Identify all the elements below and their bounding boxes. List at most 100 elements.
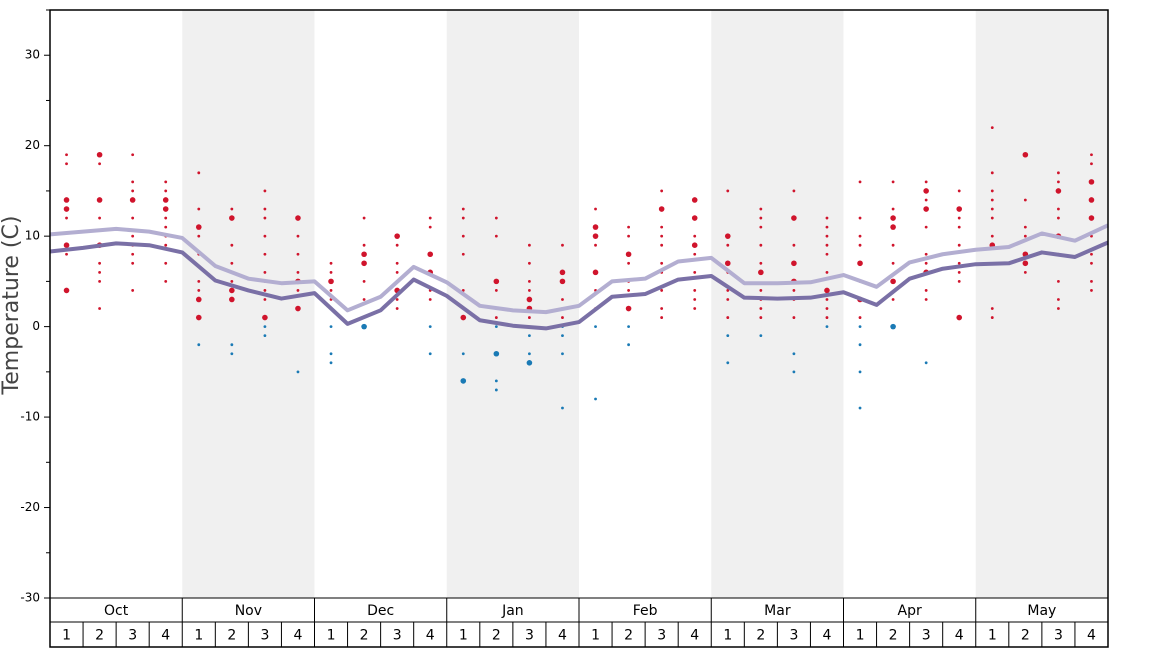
temperature-dot bbox=[924, 298, 928, 301]
temperature-dot bbox=[957, 189, 961, 193]
week-label: 1 bbox=[723, 628, 732, 644]
temperature-dot bbox=[1055, 188, 1062, 194]
temperature-dot bbox=[625, 251, 632, 258]
temperature-dot bbox=[693, 307, 697, 310]
temperature-dot bbox=[1090, 261, 1093, 265]
temperature-dot bbox=[660, 189, 664, 193]
week-label: 1 bbox=[856, 628, 865, 644]
temperature-dot bbox=[594, 325, 597, 329]
temperature-dot bbox=[63, 197, 70, 203]
temperature-dot bbox=[625, 305, 632, 312]
y-tick-label: -10 bbox=[20, 410, 40, 424]
temperature-dot bbox=[263, 252, 267, 256]
temperature-dot bbox=[164, 261, 168, 265]
temperature-dot bbox=[395, 261, 399, 265]
temperature-dot bbox=[594, 397, 597, 401]
week-label: 1 bbox=[591, 628, 600, 644]
temperature-dot bbox=[891, 207, 895, 211]
temperature-dot bbox=[197, 207, 201, 211]
temperature-dot bbox=[792, 289, 796, 292]
temperature-dot bbox=[98, 279, 101, 283]
temperature-dot bbox=[693, 252, 697, 256]
temperature-dot bbox=[825, 252, 829, 256]
temperature-dot bbox=[329, 261, 333, 265]
month-label: Feb bbox=[633, 603, 658, 619]
temperature-dot bbox=[329, 352, 333, 356]
temperature-dot bbox=[428, 352, 432, 356]
temperature-dot bbox=[825, 243, 829, 247]
temperature-dot bbox=[1090, 162, 1093, 166]
week-label: 1 bbox=[459, 628, 468, 644]
temperature-dot bbox=[660, 316, 664, 319]
month-shade bbox=[446, 10, 579, 598]
temperature-line bbox=[49, 223, 1109, 315]
temperature-dot bbox=[230, 207, 234, 211]
temperature-dot bbox=[759, 225, 763, 229]
temperature-dot bbox=[164, 279, 168, 283]
temperature-dot bbox=[1057, 279, 1060, 283]
month-label: Dec bbox=[367, 603, 394, 619]
temperature-dot bbox=[759, 334, 763, 338]
temperature-dot bbox=[131, 216, 135, 220]
temperature-dot bbox=[891, 261, 895, 265]
temperature-dot bbox=[63, 287, 70, 294]
temperature-dot bbox=[494, 289, 498, 292]
temperature-dot bbox=[362, 279, 366, 283]
temperature-dot bbox=[858, 325, 862, 329]
temperature-dot bbox=[891, 243, 895, 247]
temperature-dot bbox=[990, 216, 994, 220]
week-label: 3 bbox=[1054, 628, 1063, 644]
temperature-dot bbox=[726, 289, 730, 292]
temperature-dot bbox=[627, 225, 630, 229]
temperature-dot bbox=[263, 189, 267, 193]
temperature-dot bbox=[65, 162, 68, 166]
temperature-dot bbox=[956, 314, 963, 321]
temperature-dot bbox=[63, 242, 70, 248]
temperature-dot bbox=[131, 180, 135, 184]
temperature-dot bbox=[528, 289, 531, 292]
week-label: 4 bbox=[690, 628, 699, 644]
month-label: Oct bbox=[104, 603, 129, 619]
week-label: 3 bbox=[789, 628, 798, 644]
temperature-dot bbox=[528, 261, 531, 265]
temperature-dot bbox=[759, 307, 763, 310]
temperature-dot bbox=[296, 234, 300, 238]
temperature-dot bbox=[957, 225, 961, 229]
temperature-dot bbox=[96, 151, 103, 158]
temperature-dot bbox=[428, 325, 432, 329]
temperature-dot bbox=[660, 307, 664, 310]
temperature-dot bbox=[957, 261, 961, 265]
temperature-dot bbox=[726, 361, 730, 365]
temperature-dot bbox=[428, 225, 432, 229]
temperature-dot bbox=[1090, 153, 1093, 157]
temperature-dot bbox=[328, 278, 334, 285]
temperature-dot bbox=[296, 270, 300, 274]
temperature-dot bbox=[1057, 216, 1060, 220]
temperature-dot bbox=[98, 261, 101, 265]
temperature-dot bbox=[956, 206, 963, 212]
week-label: 2 bbox=[1021, 628, 1030, 644]
temperature-dot bbox=[1022, 151, 1029, 158]
temperature-dot bbox=[263, 298, 267, 301]
temperature-dot bbox=[395, 243, 399, 247]
temperature-dot bbox=[825, 270, 829, 274]
temperature-dot bbox=[627, 289, 630, 292]
month-shade bbox=[711, 10, 844, 598]
temperature-dot bbox=[65, 252, 68, 256]
temperature-dot bbox=[825, 325, 829, 329]
temperature-dot bbox=[461, 352, 465, 356]
temperature-dot bbox=[98, 162, 101, 166]
temperature-dot bbox=[295, 215, 301, 221]
week-label: 2 bbox=[492, 628, 501, 644]
temperature-dot bbox=[592, 233, 599, 239]
temperature-dot bbox=[65, 216, 68, 220]
temperature-dot bbox=[229, 287, 235, 294]
temperature-dot bbox=[990, 198, 994, 202]
temperature-dot bbox=[726, 316, 730, 319]
temperature-dot bbox=[493, 278, 500, 285]
temperature-dot bbox=[891, 180, 895, 184]
temperature-dot bbox=[1022, 260, 1029, 267]
temperature-dot bbox=[990, 307, 994, 310]
temperature-dot bbox=[890, 323, 896, 330]
y-tick-label: 20 bbox=[25, 138, 40, 152]
